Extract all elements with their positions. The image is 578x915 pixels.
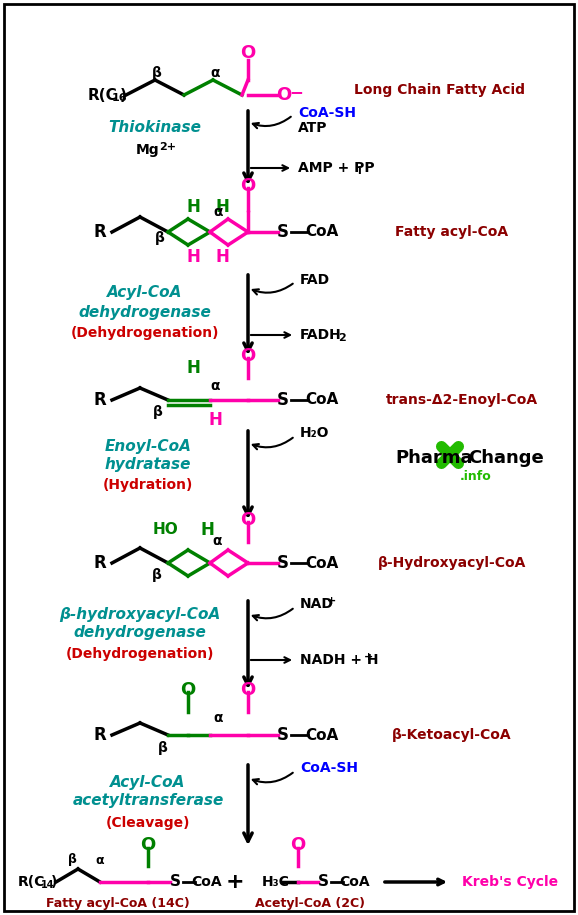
- Text: dehydrogenase: dehydrogenase: [73, 626, 206, 640]
- Text: Change: Change: [468, 449, 544, 467]
- Text: (Hydration): (Hydration): [103, 478, 193, 492]
- Text: 16: 16: [112, 93, 128, 103]
- Text: β-hydroxyacyl-CoA: β-hydroxyacyl-CoA: [60, 607, 221, 621]
- Text: HO: HO: [152, 522, 178, 537]
- Text: 2+: 2+: [159, 142, 176, 152]
- Text: (Dehydrogenation): (Dehydrogenation): [71, 326, 219, 340]
- Text: O: O: [180, 681, 195, 699]
- Text: 2: 2: [338, 333, 346, 343]
- Text: FADH: FADH: [300, 328, 342, 342]
- Text: S: S: [169, 875, 180, 889]
- Text: β: β: [158, 741, 168, 755]
- Text: 14: 14: [41, 880, 54, 890]
- Text: α: α: [213, 205, 223, 219]
- Text: CoA-SH: CoA-SH: [298, 106, 356, 120]
- Text: S: S: [277, 223, 289, 241]
- Text: α: α: [210, 379, 220, 393]
- Text: β: β: [153, 405, 163, 419]
- Text: S: S: [317, 875, 328, 889]
- Text: R: R: [94, 554, 106, 572]
- Text: CoA: CoA: [340, 875, 370, 889]
- Text: R(C: R(C: [18, 875, 46, 889]
- Text: CoA: CoA: [305, 393, 339, 407]
- Text: ATP: ATP: [298, 121, 328, 135]
- Text: H₃C: H₃C: [262, 875, 290, 889]
- Text: Mg: Mg: [136, 143, 160, 157]
- Text: +: +: [225, 872, 244, 892]
- Text: AMP + PP: AMP + PP: [298, 161, 375, 175]
- Text: O: O: [240, 681, 255, 699]
- Text: H: H: [186, 248, 200, 266]
- Text: Acyl-CoA: Acyl-CoA: [110, 774, 186, 790]
- Text: Acetyl-CoA (2C): Acetyl-CoA (2C): [255, 898, 365, 910]
- Text: H: H: [186, 359, 200, 377]
- Text: CoA: CoA: [305, 555, 339, 570]
- Text: Long Chain Fatty Acid: Long Chain Fatty Acid: [354, 83, 525, 97]
- Text: α: α: [96, 854, 104, 867]
- Text: H: H: [200, 521, 214, 539]
- Text: Kreb's Cycle: Kreb's Cycle: [462, 875, 558, 889]
- Text: CoA-SH: CoA-SH: [300, 761, 358, 775]
- Text: S: S: [277, 391, 289, 409]
- Text: H: H: [186, 198, 200, 216]
- Text: CoA: CoA: [192, 875, 223, 889]
- Text: O: O: [290, 836, 306, 854]
- Text: ): ): [120, 88, 127, 102]
- Text: +: +: [364, 652, 373, 662]
- Text: hydratase: hydratase: [105, 458, 191, 472]
- Text: CoA: CoA: [305, 727, 339, 742]
- Text: Pharma: Pharma: [395, 449, 472, 467]
- Text: β-Hydroxyacyl-CoA: β-Hydroxyacyl-CoA: [378, 556, 526, 570]
- Text: β: β: [155, 231, 165, 245]
- Text: Fatty acyl-CoA: Fatty acyl-CoA: [395, 225, 509, 239]
- Text: acetyltransferase: acetyltransferase: [72, 792, 224, 808]
- Text: S: S: [277, 554, 289, 572]
- Text: H₂O: H₂O: [300, 426, 329, 440]
- Text: Fatty acyl-CoA (14C): Fatty acyl-CoA (14C): [46, 898, 190, 910]
- Text: β: β: [152, 66, 162, 80]
- Text: R: R: [94, 391, 106, 409]
- Text: Acyl-CoA: Acyl-CoA: [108, 285, 183, 299]
- Text: −: −: [289, 83, 303, 101]
- Text: H: H: [215, 198, 229, 216]
- Text: CoA: CoA: [305, 224, 339, 240]
- Text: H: H: [215, 248, 229, 266]
- Text: H: H: [208, 411, 222, 429]
- Text: Thiokinase: Thiokinase: [109, 121, 202, 135]
- Text: S: S: [277, 726, 289, 744]
- Text: O: O: [240, 177, 255, 195]
- Text: O: O: [276, 86, 292, 104]
- Text: β-Ketoacyl-CoA: β-Ketoacyl-CoA: [392, 728, 512, 742]
- Text: Enoyl-CoA: Enoyl-CoA: [105, 439, 191, 455]
- Text: α: α: [213, 711, 223, 725]
- Text: O: O: [240, 511, 255, 529]
- Text: NADH + H: NADH + H: [300, 653, 379, 667]
- Text: (Cleavage): (Cleavage): [106, 816, 190, 830]
- Text: dehydrogenase: dehydrogenase: [79, 305, 212, 319]
- Text: i: i: [357, 166, 361, 176]
- Text: FAD: FAD: [300, 273, 330, 287]
- Text: α: α: [210, 66, 220, 80]
- Text: (Dehydrogenation): (Dehydrogenation): [66, 647, 214, 661]
- Text: +: +: [327, 596, 336, 606]
- Text: β: β: [152, 568, 162, 582]
- Text: O: O: [140, 836, 155, 854]
- Text: .info: .info: [460, 469, 492, 482]
- Text: NAD: NAD: [300, 597, 334, 611]
- Text: ): ): [51, 875, 57, 889]
- Text: O: O: [240, 44, 255, 62]
- Text: R(C: R(C: [88, 88, 118, 102]
- Text: β: β: [68, 854, 76, 867]
- Text: α: α: [212, 534, 222, 548]
- FancyBboxPatch shape: [4, 4, 574, 911]
- Text: O: O: [240, 347, 255, 365]
- Text: R: R: [94, 223, 106, 241]
- Text: trans-Δ2-Enoyl-CoA: trans-Δ2-Enoyl-CoA: [386, 393, 538, 407]
- Text: R: R: [94, 726, 106, 744]
